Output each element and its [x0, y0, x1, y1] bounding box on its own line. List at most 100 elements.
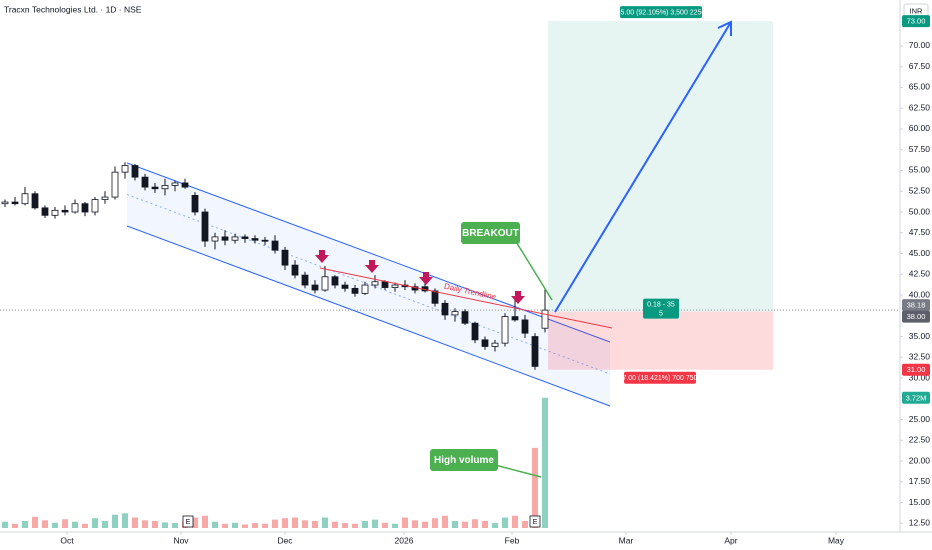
candle-body — [151, 186, 159, 190]
y-tick-label: 15.00 — [909, 497, 931, 507]
volume-bar — [492, 523, 498, 528]
candle-body — [161, 185, 169, 190]
volume-bar — [472, 519, 478, 528]
earnings-marker — [182, 515, 194, 528]
candle-body — [351, 287, 359, 294]
volume-bar — [382, 522, 388, 528]
candle-body — [271, 240, 279, 251]
volume-bar — [72, 521, 78, 528]
callout-box — [430, 449, 498, 471]
volume-bar — [152, 521, 158, 528]
volume-bar — [352, 523, 358, 528]
y-tick-label: 20.00 — [909, 455, 931, 465]
volume-bar — [392, 523, 398, 528]
y-tick-label: 47.50 — [909, 227, 931, 237]
candle-body — [121, 165, 129, 173]
stop-label-box — [624, 371, 696, 384]
trendline — [319, 267, 613, 329]
x-tick-label: Feb — [505, 535, 520, 545]
center-label: 0.18 - 35 — [647, 301, 675, 308]
plot — [1, 162, 549, 528]
volume-bar — [542, 397, 548, 528]
arrow — [511, 291, 525, 304]
earnings-marker — [529, 515, 541, 528]
volume-bar — [262, 523, 268, 528]
volume-bar — [272, 519, 278, 528]
volume-bar — [102, 521, 108, 528]
candle-body — [81, 203, 89, 213]
x-tick-label: Nov — [173, 535, 189, 545]
candle-body — [381, 281, 389, 288]
arrow — [365, 260, 379, 273]
volume-bar — [312, 521, 318, 528]
candle-body — [41, 207, 49, 216]
price-tag-label: 38.00 — [907, 312, 926, 321]
volume-bar — [302, 520, 308, 528]
volume-bar — [292, 517, 298, 528]
target-label-box — [620, 6, 702, 19]
candle-body — [131, 165, 139, 178]
candle-body — [51, 209, 59, 216]
volume-bar — [242, 524, 248, 528]
volume-bar — [452, 521, 458, 528]
y-tick-label: 32.50 — [909, 352, 931, 362]
volume-bar — [282, 518, 288, 528]
candle-body — [91, 199, 99, 213]
candle-body — [301, 274, 309, 286]
candle-body — [141, 176, 149, 188]
candle-body — [231, 236, 239, 241]
candle-body — [261, 239, 269, 242]
candle-body — [241, 236, 249, 239]
candle-body — [281, 249, 289, 266]
volume-bar — [222, 523, 228, 528]
callout-pointer — [494, 464, 542, 478]
candle-body — [291, 264, 299, 276]
volume-bar — [332, 521, 338, 528]
candle-body — [71, 203, 79, 213]
candle-body — [491, 342, 499, 347]
candle-body — [211, 236, 219, 242]
volume-bar — [202, 515, 208, 528]
candle-body — [331, 276, 339, 286]
candle-body — [191, 195, 199, 213]
candle-body — [11, 201, 19, 205]
candle-body — [341, 284, 349, 289]
candle-body — [451, 311, 459, 316]
price-tag-label: 73.00 — [907, 17, 926, 26]
volume-bar — [122, 513, 128, 528]
volume-bar — [142, 520, 148, 528]
y-tick-label: 30.00 — [909, 372, 931, 382]
volume-bar — [362, 521, 368, 528]
price-tag — [902, 310, 930, 323]
y-tick-label: 70.00 — [909, 40, 931, 50]
candle-body — [321, 276, 329, 291]
y-tick-label: 65.00 — [909, 82, 931, 92]
y-tick-label: 12.50 — [909, 518, 931, 528]
candle-body — [521, 319, 529, 334]
y-tick-label: 67.50 — [909, 61, 931, 71]
x-tick-label: Apr — [724, 535, 737, 545]
volume-bar — [82, 523, 88, 528]
chart-title: Tracxn Technologies Ltd. · 1D · NSE — [4, 4, 142, 14]
volume-bar — [22, 521, 28, 528]
volume-bar — [322, 517, 328, 528]
earnings-label: E — [186, 519, 191, 526]
position-tool: 35.00 (92.105%) 3,500 2250 0.18 - 35 5 7.00… — [0, 6, 900, 384]
volume-bar — [212, 521, 218, 528]
y-tick-label: 42.50 — [909, 269, 931, 279]
candle-body — [101, 196, 109, 200]
volume-bar — [192, 517, 198, 528]
arrow — [315, 250, 329, 263]
volume-bar — [32, 516, 38, 528]
candle-body — [461, 311, 469, 324]
y-tick-label: 45.00 — [909, 248, 931, 258]
earnings-label: E — [533, 519, 538, 526]
volume-bar — [502, 517, 508, 528]
volume-bar — [92, 518, 98, 528]
volume-bar — [412, 520, 418, 528]
candle-body — [61, 209, 69, 213]
volume-bar — [232, 522, 238, 528]
y-tick-label: 62.50 — [909, 102, 931, 112]
candle-body — [531, 336, 539, 367]
